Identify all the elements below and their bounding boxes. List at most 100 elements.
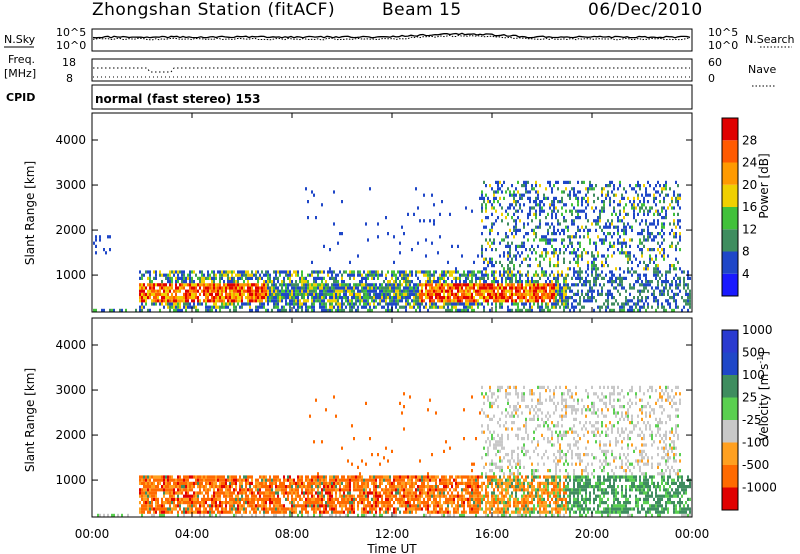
data-cell (667, 292, 669, 296)
data-cell (373, 488, 375, 492)
data-cell (215, 494, 217, 498)
data-cell (531, 289, 533, 293)
data-cell (419, 459, 421, 463)
data-cell (411, 289, 413, 293)
data-cell (355, 485, 357, 489)
data-cell (225, 289, 227, 293)
data-cell (565, 305, 567, 309)
data-cell (429, 302, 431, 306)
data-cell (271, 488, 273, 492)
data-cell (403, 405, 405, 409)
colorbar-segment (722, 140, 738, 163)
data-cell (327, 497, 329, 501)
data-cell (305, 478, 307, 482)
data-cell (491, 273, 493, 277)
data-cell (571, 251, 573, 255)
data-cell (249, 308, 251, 312)
data-cell (203, 488, 205, 492)
data-cell (151, 488, 153, 492)
data-cell (173, 485, 175, 489)
data-cell (267, 289, 269, 293)
data-cell (595, 248, 597, 252)
data-cell (369, 296, 371, 300)
data-cell (481, 209, 483, 213)
data-cell (577, 289, 579, 293)
data-cell (209, 276, 211, 280)
data-cell (493, 276, 495, 280)
data-cell (561, 190, 563, 194)
data-cell (439, 283, 441, 287)
data-cell (551, 302, 553, 306)
data-cell (215, 507, 217, 511)
data-cell (477, 276, 479, 280)
data-cell (231, 302, 233, 306)
data-cell (627, 257, 629, 261)
data-cell (379, 485, 381, 489)
data-cell (397, 497, 399, 501)
data-cell (297, 481, 299, 485)
data-cell (689, 296, 691, 300)
data-cell (307, 501, 309, 505)
data-cell (215, 289, 217, 293)
data-cell (267, 283, 269, 287)
data-cell (501, 292, 503, 296)
data-cell (185, 280, 187, 284)
data-cell (341, 478, 343, 482)
data-cell (481, 302, 483, 306)
data-cell (139, 286, 141, 290)
data-cell (225, 497, 227, 501)
data-cell (359, 488, 361, 492)
data-cell (335, 283, 337, 287)
data-cell (223, 302, 225, 306)
data-cell (611, 219, 613, 223)
data-cell (291, 507, 293, 511)
data-cell (545, 251, 547, 255)
data-cell (177, 478, 179, 482)
data-cell (549, 180, 551, 184)
data-cell (541, 305, 543, 309)
noise-traces (92, 32, 691, 41)
data-cell (631, 273, 633, 277)
data-cell (155, 475, 157, 479)
data-cell (597, 216, 599, 220)
data-cell (225, 273, 227, 277)
data-cell (609, 232, 611, 236)
data-cell (587, 292, 589, 296)
data-cell (455, 302, 457, 306)
data-cell (309, 414, 311, 418)
data-cell (347, 299, 349, 303)
data-cell (239, 283, 241, 287)
data-cell (197, 507, 199, 511)
data-cell (263, 289, 265, 293)
data-cell (303, 280, 305, 284)
data-cell (579, 209, 581, 213)
data-cell (679, 283, 681, 287)
data-cell (269, 494, 271, 498)
data-cell (641, 251, 643, 255)
data-cell (493, 196, 495, 200)
data-cell (275, 510, 277, 514)
data-cell (645, 190, 647, 194)
data-cell (419, 497, 421, 501)
data-cell (193, 501, 195, 505)
data-cell (397, 485, 399, 489)
data-cell (531, 299, 533, 303)
data-cell (531, 280, 533, 284)
data-cell (599, 209, 601, 213)
data-cell (319, 475, 321, 479)
data-cell (645, 222, 647, 226)
data-cell (207, 283, 209, 287)
data-cell (677, 212, 679, 216)
data-cell (557, 283, 559, 287)
data-cell (455, 292, 457, 296)
data-cell (647, 296, 649, 300)
data-cell (545, 254, 547, 258)
data-cell (245, 273, 247, 277)
data-cell (511, 276, 513, 280)
data-cell (589, 286, 591, 290)
data-cell (609, 225, 611, 229)
data-cell (327, 494, 329, 498)
data-cell (347, 507, 349, 511)
data-cell (157, 299, 159, 303)
data-cell (647, 200, 649, 204)
